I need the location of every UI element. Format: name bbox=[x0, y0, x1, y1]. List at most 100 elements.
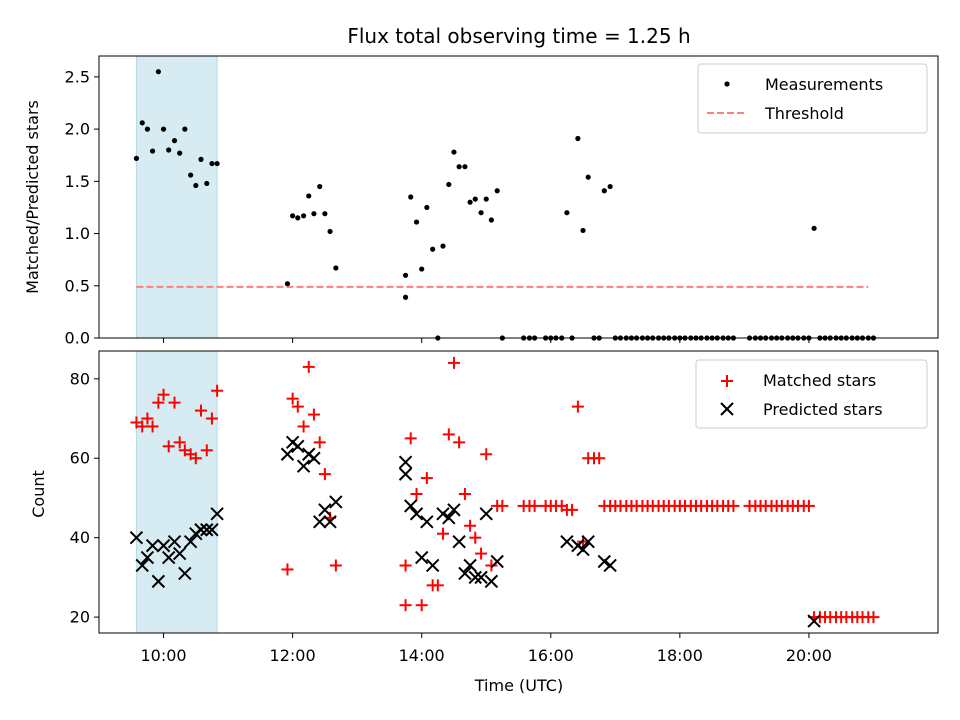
matched-star-point bbox=[302, 360, 315, 373]
legend-threshold-label: Threshold bbox=[764, 104, 844, 123]
matched-star-point bbox=[399, 559, 412, 572]
measurement-point bbox=[440, 243, 446, 249]
predicted-star-point bbox=[135, 558, 149, 573]
predicted-star-point bbox=[161, 550, 176, 565]
predicted-star-point bbox=[140, 550, 155, 565]
measurement-point bbox=[198, 156, 204, 162]
predicted-star-point bbox=[425, 558, 440, 573]
x-axis-label: Time (UTC) bbox=[474, 676, 563, 695]
matched-star-point bbox=[496, 499, 509, 512]
x-tick-label: 18:00 bbox=[657, 646, 703, 665]
matched-star-point bbox=[173, 436, 186, 449]
predicted-star-point bbox=[484, 574, 499, 589]
y-tick-label: 1.0 bbox=[65, 224, 90, 243]
measurement-point bbox=[193, 182, 199, 189]
top-axes-frame bbox=[98, 55, 939, 339]
measurement-point bbox=[408, 194, 414, 200]
matched-star-point bbox=[146, 420, 159, 433]
top-legend: Measurements Threshold bbox=[697, 63, 928, 134]
predicted-star-point bbox=[210, 507, 224, 521]
bottom-axes-frame bbox=[98, 350, 939, 634]
predicted-star-point bbox=[280, 447, 295, 461]
predicted-star-point bbox=[205, 523, 219, 537]
matched-star-point bbox=[436, 527, 449, 540]
measurement-point bbox=[333, 265, 339, 271]
x-tick-label: 12:00 bbox=[270, 646, 316, 665]
measurement-point bbox=[456, 164, 462, 170]
matched-star-point bbox=[566, 503, 579, 516]
measurement-point bbox=[295, 215, 301, 221]
chart-title: Flux total observing time = 1.25 h bbox=[347, 24, 690, 48]
measurement-point bbox=[144, 126, 151, 132]
predicted-star-point bbox=[597, 554, 612, 569]
matched-star-point bbox=[307, 408, 320, 421]
predicted-star-point bbox=[398, 455, 413, 469]
matched-star-point bbox=[404, 432, 417, 445]
matched-star-point bbox=[420, 472, 433, 485]
measurement-point bbox=[290, 213, 296, 219]
predicted-star-point bbox=[129, 530, 144, 545]
predicted-star-point bbox=[178, 566, 192, 581]
measurement-point bbox=[284, 281, 291, 287]
x-tick-label: 20:00 bbox=[786, 646, 832, 665]
predicted-star-point bbox=[463, 558, 477, 573]
predicted-star-point bbox=[194, 523, 208, 537]
matched-star-point bbox=[480, 448, 493, 461]
x-tick-label: 16:00 bbox=[528, 646, 574, 665]
predicted-star-point bbox=[576, 542, 590, 557]
predicted-star-point bbox=[172, 546, 187, 561]
matched-star-point bbox=[211, 384, 224, 397]
y-tick-label: 2.0 bbox=[65, 120, 90, 139]
matched-star-point bbox=[286, 392, 299, 405]
matched-star-point bbox=[485, 559, 498, 572]
measurement-point bbox=[467, 199, 473, 205]
measurement-point bbox=[451, 149, 457, 155]
measurement-point bbox=[182, 126, 188, 132]
measurement-point bbox=[317, 183, 323, 190]
predicted-star-point bbox=[490, 554, 504, 569]
matched-star-point bbox=[447, 356, 460, 369]
matched-star-point bbox=[194, 404, 207, 417]
y-tick-label: 0.0 bbox=[65, 329, 90, 348]
measurement-point bbox=[424, 204, 430, 211]
matched-star-point bbox=[200, 444, 213, 457]
measurement-point bbox=[483, 196, 489, 202]
measurement-point bbox=[601, 188, 607, 194]
top-y-axis-label: Matched/Predicted stars bbox=[23, 100, 42, 294]
matched-star-point bbox=[475, 547, 488, 560]
bottom-legend-box bbox=[695, 359, 928, 429]
predicted-star-point bbox=[398, 467, 413, 481]
measurement-point bbox=[214, 160, 220, 167]
predicted-star-point bbox=[151, 574, 166, 589]
predicted-star-point bbox=[156, 538, 171, 553]
matched-star-point bbox=[157, 388, 170, 401]
measurement-point bbox=[575, 135, 581, 142]
matched-star-point bbox=[464, 519, 477, 532]
predicted-star-point bbox=[296, 459, 311, 473]
legend-predicted-marker bbox=[720, 402, 734, 416]
x-tick-label: 14:00 bbox=[399, 646, 445, 665]
predicted-star-point bbox=[474, 570, 488, 585]
measurement-point bbox=[155, 69, 161, 75]
predicted-star-point bbox=[167, 534, 182, 549]
y-tick-label: 20 bbox=[70, 608, 90, 627]
measurement-point bbox=[580, 227, 586, 234]
legend-matched-label: Matched stars bbox=[763, 371, 876, 390]
matched-star-point bbox=[281, 563, 294, 576]
x-tick-label: 10:00 bbox=[140, 646, 186, 665]
legend-measurements-label: Measurements bbox=[765, 75, 883, 94]
measurement-point bbox=[446, 181, 452, 188]
measurement-point bbox=[327, 228, 333, 235]
measurement-point bbox=[311, 211, 317, 217]
predicted-star-point bbox=[447, 503, 461, 517]
matched-star-point bbox=[136, 420, 149, 433]
measurement-point bbox=[402, 272, 409, 278]
measurement-point bbox=[306, 193, 312, 199]
measurement-point bbox=[166, 147, 172, 153]
predicted-star-point bbox=[807, 614, 821, 628]
measurement-point bbox=[160, 126, 167, 132]
matched-star-point bbox=[802, 499, 815, 512]
matched-star-point bbox=[410, 487, 423, 500]
